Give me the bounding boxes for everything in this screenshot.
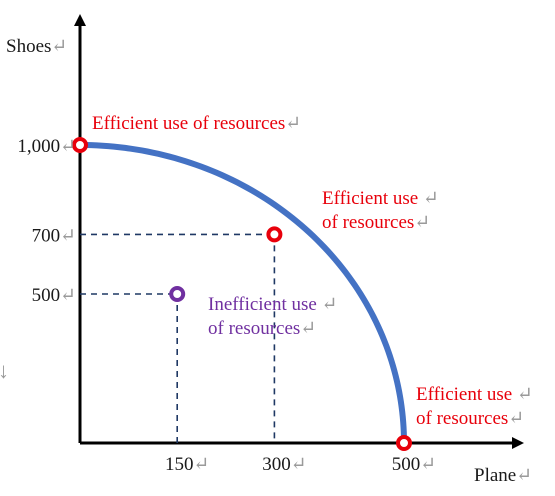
- point-label-line: Efficient use: [322, 188, 418, 209]
- return-mark: ↵: [508, 408, 524, 429]
- points-layer: [72, 137, 412, 451]
- y-tick-label: 500↵: [32, 285, 76, 306]
- svg-text:Plane↵: Plane↵: [474, 465, 532, 486]
- return-mark: ↵: [193, 454, 209, 475]
- return-mark: ↵: [291, 454, 307, 475]
- efficient-label: Efficient use ↵ of resources↵: [322, 188, 439, 233]
- return-mark: ↵: [512, 384, 533, 405]
- efficient-point-marker: [72, 137, 88, 153]
- efficient-label: Efficient use of resources↵: [92, 113, 301, 134]
- ppf-curve: [77, 142, 407, 446]
- y-axis-title: Shoes: [6, 36, 51, 57]
- return-mark: ↵: [300, 318, 316, 339]
- svg-text:Shoes↵: Shoes↵: [6, 36, 67, 57]
- x-tick-label-value: 150: [165, 454, 194, 475]
- y-tick-label-value: 500: [32, 285, 61, 306]
- return-mark: ↵: [516, 465, 532, 486]
- efficient-point-marker: [266, 226, 283, 243]
- return-mark: ↵: [60, 285, 76, 306]
- return-mark: ↵: [420, 454, 436, 475]
- x-tick-label: 300↵: [262, 454, 306, 475]
- point-label-line: of resources: [322, 212, 414, 233]
- guide-lines: [80, 233, 276, 443]
- x-tick-label-value: 500: [392, 454, 421, 475]
- point-label-line: Efficient use: [416, 384, 512, 405]
- return-mark: ↵: [285, 113, 301, 134]
- y-tick-label-value: 700: [32, 225, 61, 246]
- point-label-line: Inefficient use: [208, 294, 317, 315]
- inefficient-point-marker: [169, 286, 186, 302]
- point-label-line: of resources: [416, 408, 508, 429]
- inefficient-label: Inefficient use ↵ of resources↵: [208, 294, 338, 339]
- point-label-line: of resources: [208, 318, 300, 339]
- down-arrow-mark: ↓: [0, 358, 9, 383]
- x-axis-title-group: Plane↵: [474, 465, 532, 486]
- x-tick-label: 500↵: [392, 454, 436, 475]
- efficient-label: Efficient use ↵ of resources↵: [416, 384, 533, 429]
- return-mark: ↵: [60, 136, 76, 157]
- efficient-point-marker: [396, 435, 412, 451]
- x-axis-title: Plane: [474, 465, 516, 486]
- ppf-curve-layer: [77, 142, 407, 446]
- x-tick-label: 150↵: [165, 454, 209, 475]
- return-mark: ↵: [317, 294, 338, 315]
- return-mark: ↵: [60, 225, 76, 246]
- return-mark: ↵: [418, 188, 439, 209]
- return-mark: ↵: [414, 212, 430, 233]
- return-mark: ↵: [51, 36, 67, 57]
- x-tick-label-value: 300: [262, 454, 291, 475]
- labels-layer: Efficient use of resources↵Efficient use…: [92, 113, 533, 429]
- y-tick-label: 700↵: [32, 225, 76, 246]
- point-label-line: Efficient use of resources: [92, 113, 285, 134]
- ticks-layer: 1,000↵700↵500↵150↵ 300↵ 500↵: [17, 136, 436, 475]
- y-axis-title-group: Shoes↵: [6, 36, 67, 57]
- y-tick-label-value: 1,000: [17, 136, 60, 157]
- y-tick-label: 1,000↵: [17, 136, 76, 157]
